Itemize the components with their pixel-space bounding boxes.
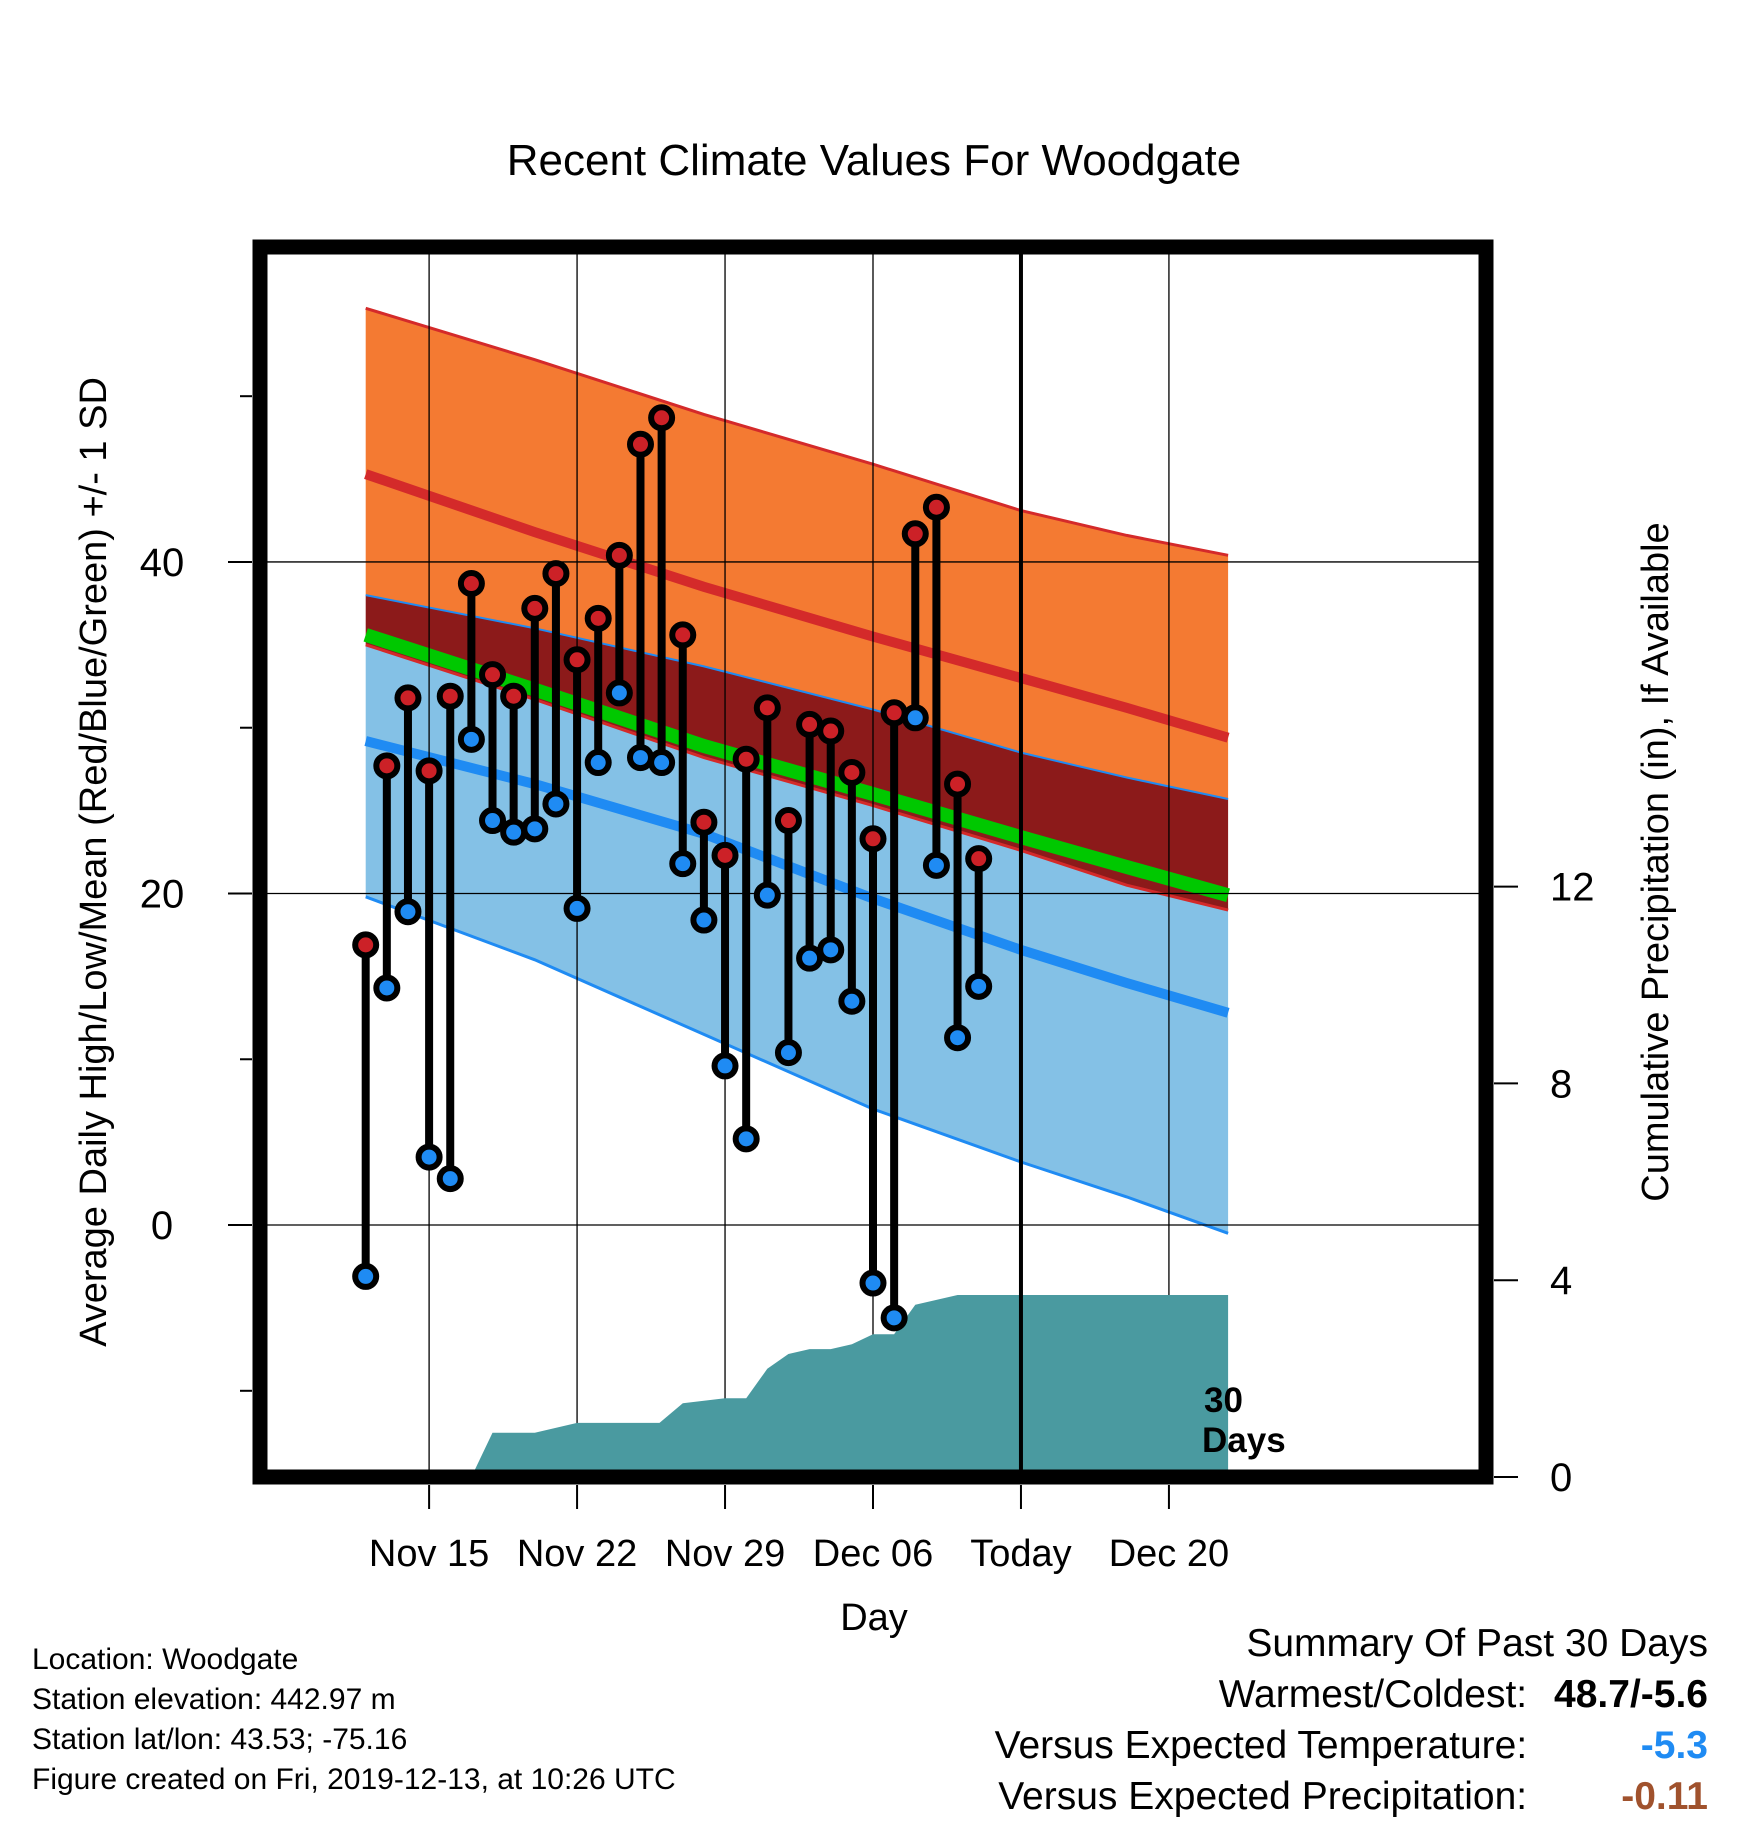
daily-low-point <box>394 898 422 926</box>
daily-low-point <box>479 807 507 835</box>
today-annotation-days: Days <box>1202 1421 1286 1460</box>
daily-low-point <box>711 1052 739 1080</box>
x-tick-label: Nov 15 <box>369 1533 489 1575</box>
x-tick-label: Today <box>970 1533 1071 1575</box>
x-tick-label: Nov 29 <box>665 1533 785 1575</box>
daily-low-point <box>521 815 549 843</box>
summary-precip-row: Versus Expected Precipitation: -0.11 <box>995 1771 1708 1822</box>
daily-high-point <box>394 684 422 712</box>
daily-high-point <box>901 520 929 548</box>
daily-low-point <box>648 749 676 777</box>
daily-low-point <box>500 818 528 846</box>
daily-low-point <box>880 1304 908 1332</box>
daily-high-point <box>944 770 972 798</box>
daily-high-point <box>669 621 697 649</box>
daily-high-point <box>436 682 464 710</box>
daily-high-point <box>521 594 549 622</box>
daily-low-point <box>436 1165 464 1193</box>
daily-high-point <box>753 694 781 722</box>
daily-high-point <box>965 845 993 873</box>
x-axis-label: Day <box>840 1597 908 1639</box>
chart-title: Recent Climate Values For Woodgate <box>507 136 1242 185</box>
daily-high-point <box>415 757 443 785</box>
daily-low-point <box>457 725 485 753</box>
daily-low-point <box>542 790 570 818</box>
daily-low-point <box>859 1269 887 1297</box>
daily-high-point <box>796 710 824 738</box>
daily-low-point <box>415 1143 443 1171</box>
daily-high-point <box>711 841 739 869</box>
warmest-value: 48.7/-5.6 <box>1554 1673 1708 1716</box>
daily-low-point <box>774 1039 802 1067</box>
location-text: Location: Woodgate <box>32 1643 299 1676</box>
daily-low-point <box>690 906 718 934</box>
y-left-tick-label: 0 <box>151 1204 173 1248</box>
daily-low-point <box>965 972 993 1000</box>
y-right-tick-label: 4 <box>1550 1259 1572 1303</box>
daily-low-point <box>669 850 697 878</box>
temp-value: -5.3 <box>1640 1724 1708 1767</box>
plot-frame <box>252 239 1494 1485</box>
today-annotation-number: 30 <box>1204 1381 1243 1420</box>
daily-high-point <box>626 430 654 458</box>
daily-high-point <box>352 931 380 959</box>
daily-high-point <box>373 752 401 780</box>
daily-high-point <box>500 682 528 710</box>
station-info: Location: Woodgate Station elevation: 44… <box>32 1640 676 1800</box>
summary-panel: Summary Of Past 30 Days Warmest/Coldest:… <box>995 1618 1708 1822</box>
y-left-tick-label: 20 <box>140 872 185 916</box>
daily-high-point <box>542 560 570 588</box>
y-axis-label-left: Average Daily High/Low/Mean (Red/Blue/Gr… <box>73 377 115 1347</box>
temp-label: Versus Expected Temperature: <box>994 1724 1528 1767</box>
daily-high-point <box>457 570 485 598</box>
warmest-label: Warmest/Coldest: <box>1218 1673 1528 1716</box>
daily-high-point <box>479 661 507 689</box>
daily-low-point <box>626 744 654 772</box>
summary-temp-row: Versus Expected Temperature: -5.3 <box>995 1720 1708 1771</box>
x-tick-label: Dec 06 <box>813 1533 933 1575</box>
daily-high-point <box>648 404 676 432</box>
summary-title: Summary Of Past 30 Days <box>1246 1622 1708 1665</box>
daily-low-point <box>732 1125 760 1153</box>
created-text: Figure created on Fri, 2019-12-13, at 10… <box>32 1763 676 1796</box>
daily-high-point <box>817 717 845 745</box>
daily-low-point <box>605 679 633 707</box>
y-right-tick-label: 12 <box>1550 866 1595 910</box>
daily-low-point <box>373 974 401 1002</box>
daily-high-point <box>880 699 908 727</box>
daily-low-point <box>901 704 929 732</box>
y-right-tick-label: 8 <box>1550 1062 1572 1106</box>
daily-low-point <box>922 851 950 879</box>
daily-low-point <box>817 936 845 964</box>
daily-low-point <box>352 1262 380 1290</box>
latlon-text: Station lat/lon: 43.53; -75.16 <box>32 1723 408 1756</box>
low-sd-band <box>365 644 1229 1234</box>
y-left-tick-label: 40 <box>140 541 185 585</box>
daily-low-point <box>563 894 591 922</box>
daily-high-point <box>584 604 612 632</box>
elevation-text: Station elevation: 442.97 m <box>32 1683 396 1716</box>
daily-low-point <box>838 987 866 1015</box>
daily-low-point <box>753 881 781 909</box>
x-tick-label: Nov 22 <box>517 1533 637 1575</box>
daily-low-point <box>584 749 612 777</box>
daily-high-point <box>922 493 950 521</box>
cumulative-precip-area <box>365 1295 1229 1477</box>
daily-high-point <box>859 825 887 853</box>
summary-warmest-row: Warmest/Coldest: 48.7/-5.6 <box>995 1669 1708 1720</box>
daily-high-point <box>774 807 802 835</box>
daily-high-point <box>838 758 866 786</box>
daily-low-point <box>944 1024 972 1052</box>
y-right-tick-label: 0 <box>1550 1456 1572 1500</box>
daily-high-point <box>605 541 633 569</box>
daily-low-point <box>796 944 824 972</box>
daily-high-point <box>563 646 591 674</box>
precip-label: Versus Expected Precipitation: <box>998 1775 1528 1818</box>
y-axis-label-right: Cumulative Precipitation (in), If Availa… <box>1635 522 1677 1201</box>
daily-high-point <box>732 745 760 773</box>
x-tick-label: Dec 20 <box>1109 1533 1229 1575</box>
daily-high-point <box>690 808 718 836</box>
precip-value: -0.11 <box>1621 1775 1708 1818</box>
